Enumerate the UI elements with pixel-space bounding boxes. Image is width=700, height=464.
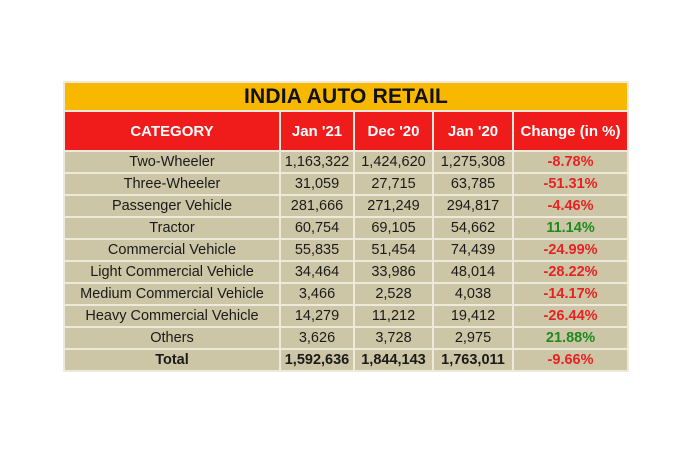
cell-category: Two-Wheeler — [63, 150, 281, 174]
table-row: Tractor 60,754 69,105 54,662 11.14% — [63, 216, 630, 240]
cell-dec20: 69,105 — [353, 216, 434, 240]
col-header-change: Change (in %) — [511, 110, 630, 152]
cell-jan21: 14,279 — [279, 304, 355, 328]
cell-dec20: 11,212 — [353, 304, 434, 328]
cell-jan20: 48,014 — [432, 260, 514, 284]
cell-dec20: 1,844,143 — [353, 348, 434, 372]
cell-jan21: 1,163,322 — [279, 150, 355, 174]
table-row: Passenger Vehicle 281,666 271,249 294,817 -4… — [63, 194, 630, 218]
table-row: Two-Wheeler 1,163,322 1,424,620 1,275,308 -8… — [63, 150, 630, 174]
cell-jan21: 31,059 — [279, 172, 355, 196]
cell-category: Others — [63, 326, 281, 350]
table-row: Medium Commercial Vehicle 3,466 2,528 4,038… — [63, 282, 630, 306]
cell-jan21: 281,666 — [279, 194, 355, 218]
col-header-jan21: Jan '21 — [279, 110, 355, 152]
cell-dec20: 1,424,620 — [353, 150, 434, 174]
cell-jan20: 74,439 — [432, 238, 514, 262]
cell-category: Heavy Commercial Vehicle — [63, 304, 281, 328]
cell-category: Commercial Vehicle — [63, 238, 281, 262]
cell-category: Total — [63, 348, 281, 372]
cell-jan21: 3,466 — [279, 282, 355, 306]
cell-change: -26.44% — [511, 304, 630, 328]
cell-jan20: 54,662 — [432, 216, 514, 240]
cell-jan20: 63,785 — [432, 172, 514, 196]
cell-jan20: 294,817 — [432, 194, 514, 218]
title-row: INDIA AUTO RETAIL — [62, 81, 630, 112]
table-title: INDIA AUTO RETAIL — [62, 81, 630, 112]
cell-jan21: 34,464 — [279, 260, 355, 284]
cell-jan21: 1,592,636 — [279, 348, 355, 372]
cell-change: 21.88% — [511, 326, 630, 350]
cell-dec20: 27,715 — [353, 172, 434, 196]
cell-jan20: 4,038 — [432, 282, 514, 306]
cell-change: 11.14% — [511, 216, 630, 240]
cell-dec20: 33,986 — [353, 260, 434, 284]
cell-jan20: 1,275,308 — [432, 150, 514, 174]
cell-jan20: 19,412 — [432, 304, 514, 328]
table-row: Three-Wheeler 31,059 27,715 63,785 -51.31% — [63, 172, 630, 196]
cell-jan20: 1,763,011 — [432, 348, 514, 372]
col-header-category: CATEGORY — [63, 110, 281, 152]
header-row: CATEGORY Jan '21 Dec '20 Jan '20 Change … — [63, 110, 630, 152]
cell-dec20: 2,528 — [353, 282, 434, 306]
cell-category: Three-Wheeler — [63, 172, 281, 196]
cell-change: -51.31% — [511, 172, 630, 196]
cell-change: -14.17% — [511, 282, 630, 306]
cell-change: -4.46% — [511, 194, 630, 218]
cell-category: Passenger Vehicle — [63, 194, 281, 218]
auto-retail-table: INDIA AUTO RETAIL CATEGORY Jan '21 Dec '… — [62, 81, 630, 372]
cell-dec20: 3,728 — [353, 326, 434, 350]
table-row: Heavy Commercial Vehicle 14,279 11,212 19,4… — [63, 304, 630, 328]
cell-change: -28.22% — [511, 260, 630, 284]
col-header-jan20: Jan '20 — [432, 110, 514, 152]
table-row: Light Commercial Vehicle 34,464 33,986 48,0… — [63, 260, 630, 284]
cell-jan21: 55,835 — [279, 238, 355, 262]
cell-category: Medium Commercial Vehicle — [63, 282, 281, 306]
cell-dec20: 271,249 — [353, 194, 434, 218]
cell-change: -24.99% — [511, 238, 630, 262]
cell-jan21: 3,626 — [279, 326, 355, 350]
table-row: Commercial Vehicle 55,835 51,454 74,439 -24.… — [63, 238, 630, 262]
cell-change: -9.66% — [511, 348, 630, 372]
cell-dec20: 51,454 — [353, 238, 434, 262]
cell-jan21: 60,754 — [279, 216, 355, 240]
cell-category: Light Commercial Vehicle — [63, 260, 281, 284]
table-body: Two-Wheeler 1,163,322 1,424,620 1,275,308 -8… — [63, 150, 630, 372]
cell-jan20: 2,975 — [432, 326, 514, 350]
total-row: Total 1,592,636 1,844,143 1,763,011 -9.66% — [63, 348, 630, 372]
cell-change: -8.78% — [511, 150, 630, 174]
table-row: Others 3,626 3,728 2,975 21.88% — [63, 326, 630, 350]
cell-category: Tractor — [63, 216, 281, 240]
col-header-dec20: Dec '20 — [353, 110, 434, 152]
